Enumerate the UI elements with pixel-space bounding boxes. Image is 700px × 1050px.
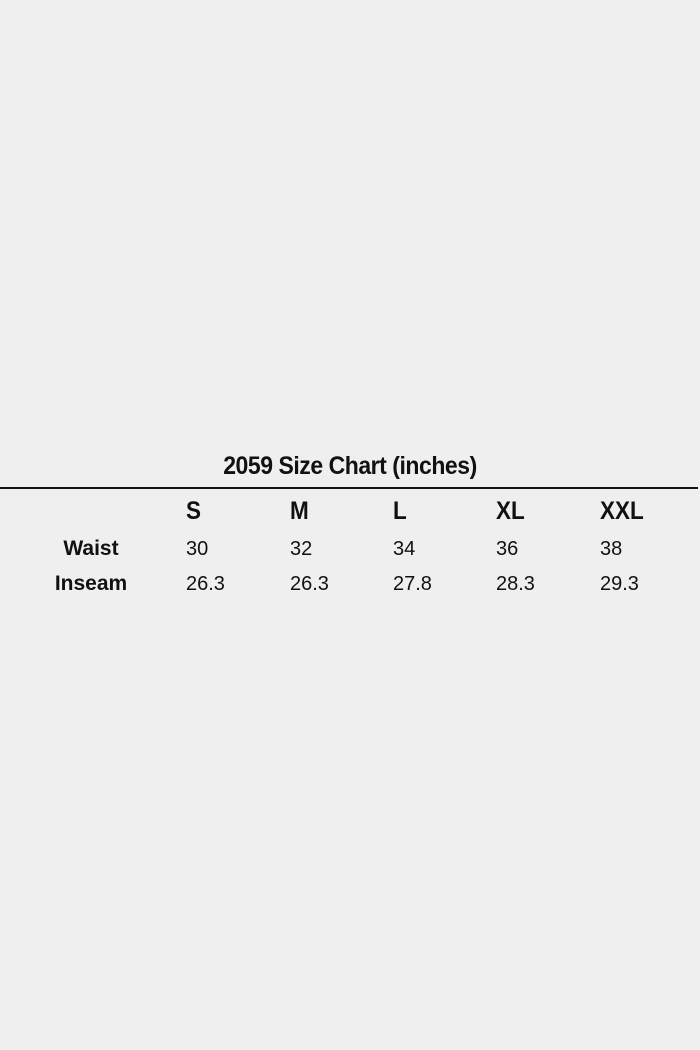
chart-title: 2059 Size Chart (inches) [223,452,477,480]
row-label-inseam: Inseam [54,572,128,595]
column-header-xxl: XXL [600,497,644,525]
table-cell: 32 [290,538,313,560]
table-cell: 29.3 [600,573,639,595]
column-header-m: M [290,497,309,525]
table-cell: 36 [496,538,519,560]
table-cell: 27.8 [393,573,432,595]
column-header-l: L [393,497,407,525]
table-cell: 26.3 [186,573,225,595]
table-cell: 34 [393,538,416,560]
table-cell: 30 [186,538,209,560]
title-divider [0,487,698,489]
table-cell: 38 [600,538,623,560]
row-label-waist: Waist [63,537,119,560]
column-header-xl: XL [496,497,525,525]
column-header-s: S [186,497,202,525]
table-cell: 28.3 [496,573,535,595]
table-cell: 26.3 [290,573,329,595]
